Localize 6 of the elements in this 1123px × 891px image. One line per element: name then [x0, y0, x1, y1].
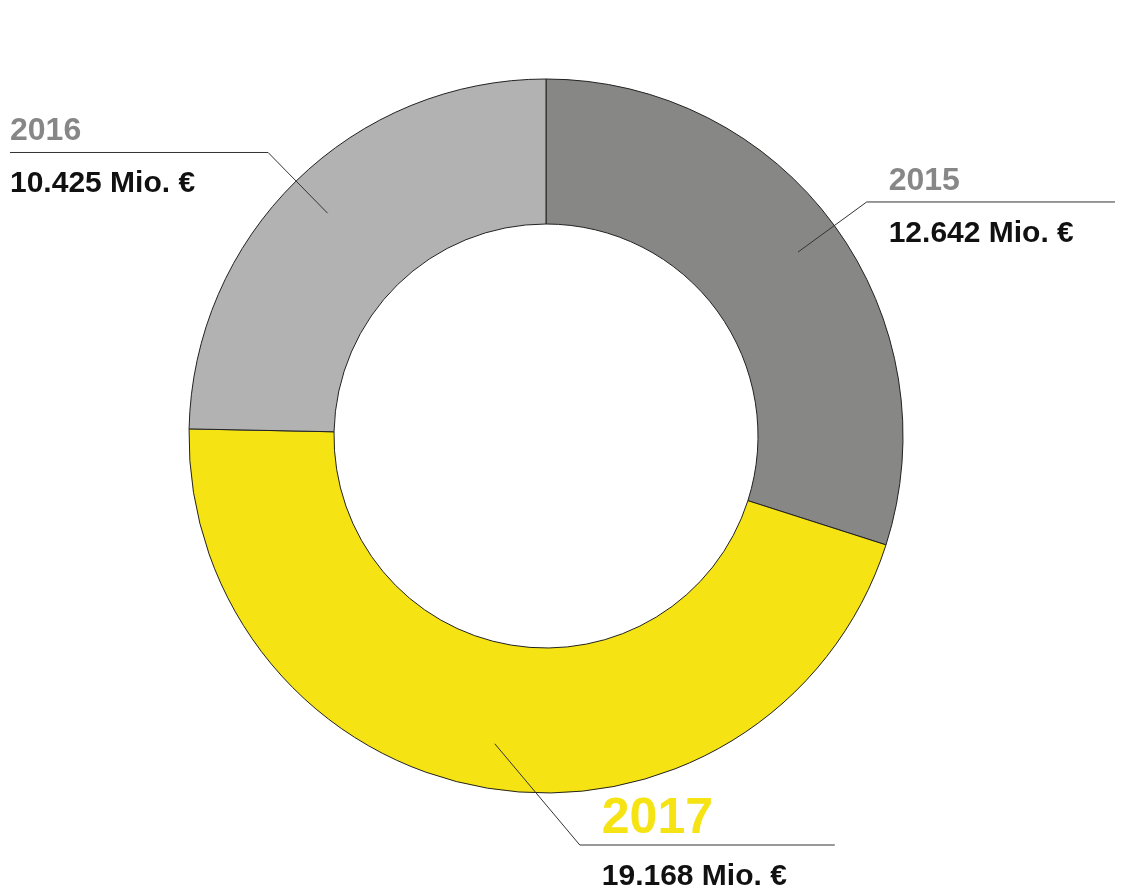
data-label: 12.642 Mio. €: [888, 214, 1075, 248]
slice-label: 2017: [601, 788, 714, 844]
data-label: 10.425 Mio. €: [10, 165, 196, 199]
slice-label: 2016: [10, 111, 82, 148]
data-label: 19.168 Mio. €: [601, 858, 788, 891]
slice-label: 2015: [888, 160, 960, 197]
